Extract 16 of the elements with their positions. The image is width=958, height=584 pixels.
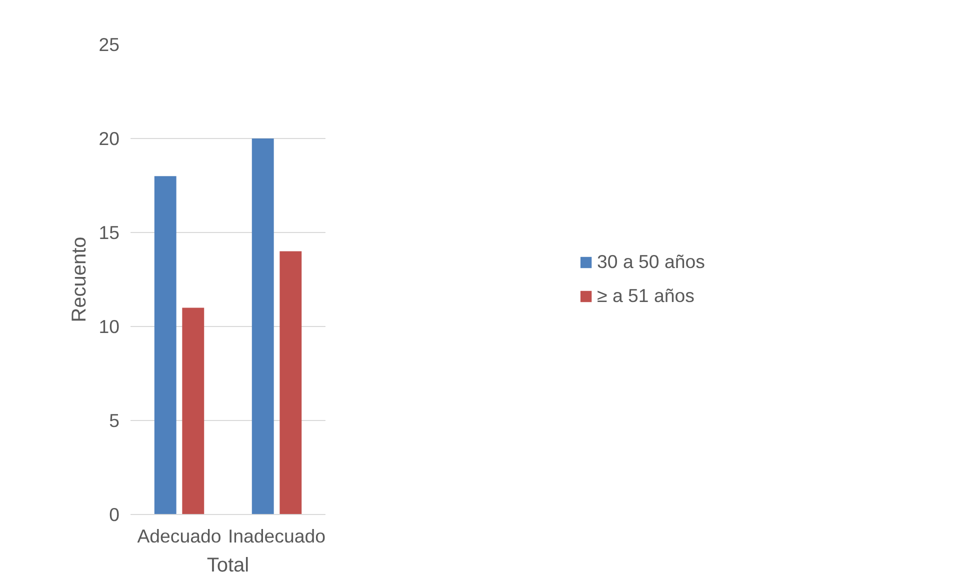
x-tick-label: Inadecuado: [228, 526, 326, 546]
y-tick-label: 0: [109, 504, 120, 525]
bar: [252, 138, 274, 514]
y-axis-title: Recuento: [68, 236, 91, 322]
x-tick-label: Adecuado: [137, 526, 222, 546]
bar: [280, 251, 302, 514]
y-tick-label: 15: [98, 222, 120, 243]
y-tick-label: 10: [98, 316, 120, 337]
legend-label: 30 a 50 años: [597, 251, 705, 273]
x-axis-title: Total: [206, 554, 250, 576]
y-tick-label: 25: [98, 34, 120, 55]
bar: [154, 176, 176, 514]
bar: [182, 308, 204, 514]
y-tick-label: 20: [98, 128, 120, 149]
y-tick-label: 5: [109, 410, 120, 431]
legend-label: ≥ a 51 años: [597, 285, 694, 307]
